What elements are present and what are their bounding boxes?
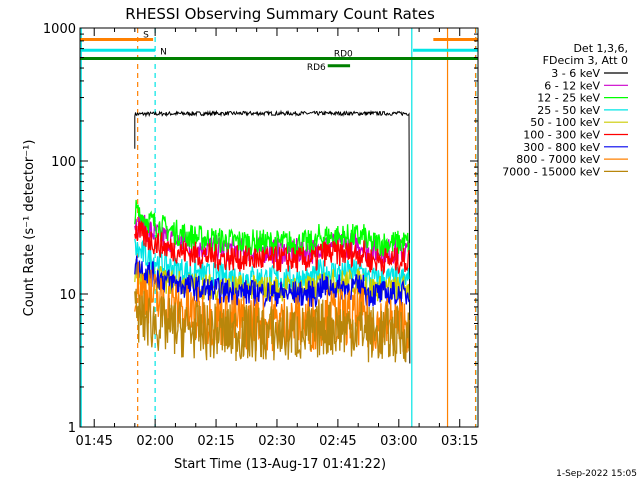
plot-frame — [79, 27, 479, 428]
series-trace — [134, 109, 411, 364]
x-axis-ticks: 01:45 02:00 02:15 02:30 02:45 03:00 03:15 — [75, 28, 478, 449]
x-tick-label: 03:15 — [441, 434, 478, 449]
y-axis-label: Count Rate (s⁻¹ detector⁻¹) — [22, 140, 37, 317]
legend-header: FDecim 3, Att 0 — [543, 54, 628, 67]
y-tick-label: 1000 — [43, 22, 76, 37]
footer-timestamp: 1-Sep-2022 15:05 — [556, 469, 637, 479]
legend-label: 3 - 6 keV — [551, 67, 600, 80]
x-tick-label: 01:45 — [75, 434, 112, 449]
flag-label-rd6: RD6 — [307, 63, 326, 73]
x-tick-label: 02:00 — [136, 434, 173, 449]
legend-label: 300 - 800 keV — [523, 141, 600, 154]
legend-label: 100 - 300 keV — [523, 129, 600, 142]
series-trace — [134, 255, 410, 308]
flag-label-rd0: RD0 — [334, 49, 353, 59]
x-tick-label: 02:30 — [258, 434, 295, 449]
y-tick-label: 100 — [51, 155, 76, 170]
x-tick-label: 03:00 — [380, 434, 417, 449]
series-trace — [134, 288, 410, 363]
legend-label: 6 - 12 keV — [544, 79, 600, 92]
y-axis-ticks: 1 10 100 1000 — [43, 22, 478, 436]
chart-title: RHESSI Observing Summary Count Rates — [125, 5, 435, 23]
flag-bars: S N RD0 RD6 — [80, 30, 478, 73]
series-trace — [134, 220, 410, 276]
legend-label: 7000 - 15000 keV — [502, 165, 600, 178]
legend-label: 25 - 50 keV — [537, 104, 600, 117]
legend-header: Det 1,3,6, — [573, 42, 628, 55]
x-tick-label: 02:15 — [197, 434, 234, 449]
y-tick-label: 10 — [59, 288, 76, 303]
legend-label: 50 - 100 keV — [530, 116, 600, 129]
legend-label: 12 - 25 keV — [537, 92, 600, 105]
legend-label: 800 - 7000 keV — [516, 153, 600, 166]
y-tick-label: 1 — [68, 421, 76, 436]
x-axis-label: Start Time (13-Aug-17 01:41:22) — [174, 457, 386, 472]
flag-label-n: N — [160, 47, 167, 57]
flag-label-s: S — [143, 30, 149, 40]
x-tick-label: 02:45 — [319, 434, 356, 449]
series-traces — [134, 109, 411, 364]
